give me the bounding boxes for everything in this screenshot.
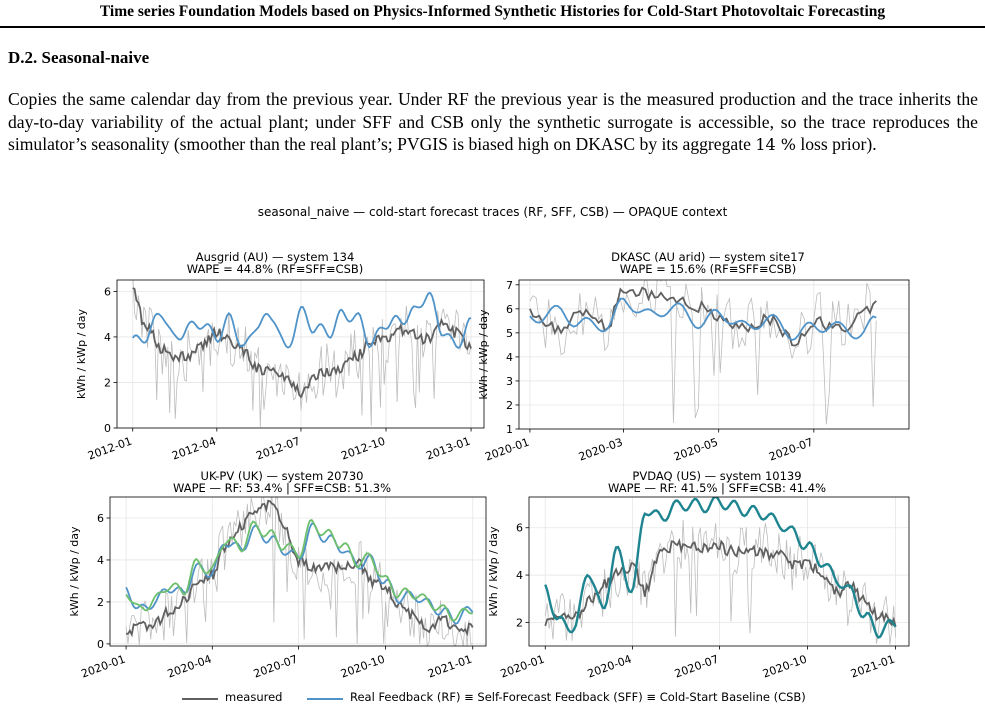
xtick-label: 2020-07 <box>673 653 721 681</box>
ytick-label: 2 <box>97 596 104 609</box>
ytick-label: 6 <box>104 285 111 298</box>
panel-name: UK-PV (UK) — system 20730 <box>200 469 364 483</box>
xtick-label: 2012-04 <box>170 435 218 463</box>
xtick-label: 2020-01 <box>483 436 531 464</box>
xtick-label: 2012-07 <box>254 435 302 463</box>
ytick-label: 4 <box>104 331 111 344</box>
xtick-label: 2020-05 <box>672 436 720 464</box>
series-line-0 <box>132 287 472 399</box>
ytick-label: 2 <box>104 376 111 389</box>
xtick-label: 2020-04 <box>166 653 214 681</box>
ytick-label: 5 <box>506 327 513 340</box>
ytick-label: 7 <box>506 279 513 292</box>
panel-wape: WAPE = 44.8% (RF≡SFF≡CSB) <box>186 262 364 276</box>
panel-title-ukpv: UK-PV (UK) — system 20730 WAPE — RF: 53.… <box>92 470 472 494</box>
panel-name: PVDAQ (US) — system 10139 <box>632 469 802 483</box>
series-line-0 <box>529 286 877 347</box>
series-line-0 <box>125 499 474 638</box>
ytick-label: 2 <box>516 616 523 629</box>
plot-frame <box>109 496 487 647</box>
panel-title-dkasc: DKASC (AU arid) — system site17 WAPE = 1… <box>518 251 898 275</box>
xtick-label: 2020-10 <box>761 653 809 681</box>
ytick-label: 6 <box>506 303 513 316</box>
plot-frame <box>116 279 485 429</box>
chart-panel-0: 0 2 4 6 2012-01 2012-04 2012-07 2012-10 2013-01 k… <box>75 279 485 463</box>
running-header: Time series Foundation Models based on P… <box>0 0 985 28</box>
panel-title-ausgrid: Ausgrid (AU) — system 134 WAPE = 44.8% (… <box>85 251 465 275</box>
panel-name: Ausgrid (AU) — system 134 <box>195 250 355 264</box>
xtick-label: 2020-01 <box>79 653 127 681</box>
xtick-label: 2012-10 <box>339 435 387 463</box>
ytick-label: 0 <box>97 638 104 651</box>
xtick-label: 2020-10 <box>339 653 387 681</box>
paragraph-math: 14 % <box>755 135 796 154</box>
plot-frame <box>518 279 910 430</box>
ytick-label: 6 <box>97 512 104 525</box>
series-measured-raw <box>544 520 896 645</box>
panel-wape: WAPE — RF: 53.4% | SFF≡CSB: 51.3% <box>172 481 392 495</box>
chart-panel-2: 0 2 4 6 2020-01 2020-04 2020-07 2020-10 2021-01 k… <box>68 496 487 681</box>
series-measured-raw <box>529 280 877 425</box>
legend-swatch-measured <box>182 698 218 700</box>
yaxis-label: kWh / kWp / day <box>477 309 490 400</box>
ytick-label: 4 <box>516 569 523 582</box>
series-line-1 <box>544 497 897 640</box>
xtick-label: 2012-01 <box>86 435 134 463</box>
paper-title: Time series Foundation Models based on P… <box>99 3 886 20</box>
chart-panel-1: 1 2 3 4 5 6 7 2020-01 2020-03 2020-05 2020-07 kWh /… <box>477 279 910 464</box>
panel-wape: WAPE = 15.6% (RF≡SFF≡CSB) <box>619 262 797 276</box>
ytick-label: 1 <box>506 423 513 436</box>
series-line-0 <box>544 538 897 627</box>
ytick-label: 6 <box>516 522 523 535</box>
ytick-label: 3 <box>506 375 513 388</box>
ytick-label: 4 <box>97 554 104 567</box>
xtick-label: 2021-01 <box>849 653 897 681</box>
plot-frame <box>528 496 910 647</box>
yaxis-label: kWh / kWp / day <box>75 308 88 399</box>
section-heading: D.2. Seasonal-naive <box>8 48 150 67</box>
panel-title-pvdaq: PVDAQ (US) — system 10139 WAPE — RF: 41.… <box>527 470 907 494</box>
ytick-label: 4 <box>506 351 513 364</box>
xtick-label: 2020-01 <box>499 653 547 681</box>
yaxis-label: kWh / kWp / day <box>68 526 81 617</box>
section-paragraph: Copies the same calendar day from the pr… <box>8 88 978 157</box>
legend-label-measured: measured <box>225 690 283 704</box>
xtick-label: 2013-01 <box>424 435 472 463</box>
xtick-label: 2020-07 <box>252 653 300 681</box>
ytick-label: 2 <box>506 399 513 412</box>
series-measured-raw <box>132 280 472 428</box>
yaxis-label: kWh / kWp / day <box>487 526 500 617</box>
series-line-1 <box>132 292 472 350</box>
paragraph-text-a: Copies the same calendar day from the pr… <box>8 89 978 154</box>
xtick-label: 2021-01 <box>426 653 474 681</box>
ytick-label: 0 <box>104 422 111 435</box>
series-line-1 <box>529 297 877 341</box>
series-line-2 <box>125 518 473 622</box>
legend-swatch-forecast <box>307 698 343 700</box>
panel-name: DKASC (AU arid) — system site17 <box>611 250 805 264</box>
xtick-label: 2020-03 <box>577 436 625 464</box>
chart-panel-3: 2 4 6 2020-01 2020-04 2020-07 2020-10 2021-01 kW… <box>487 496 910 681</box>
xtick-label: 2020-04 <box>586 653 634 681</box>
legend-label-forecast: Real Feedback (RF) ≡ Self-Forecast Feedb… <box>350 690 806 704</box>
figure-title: seasonal_naive — cold-start forecast tra… <box>257 205 728 219</box>
panel-wape: WAPE — RF: 41.5% | SFF≡CSB: 41.4% <box>607 481 827 495</box>
paragraph-text-b: loss prior). <box>795 134 877 154</box>
xtick-label: 2020-07 <box>767 436 815 464</box>
